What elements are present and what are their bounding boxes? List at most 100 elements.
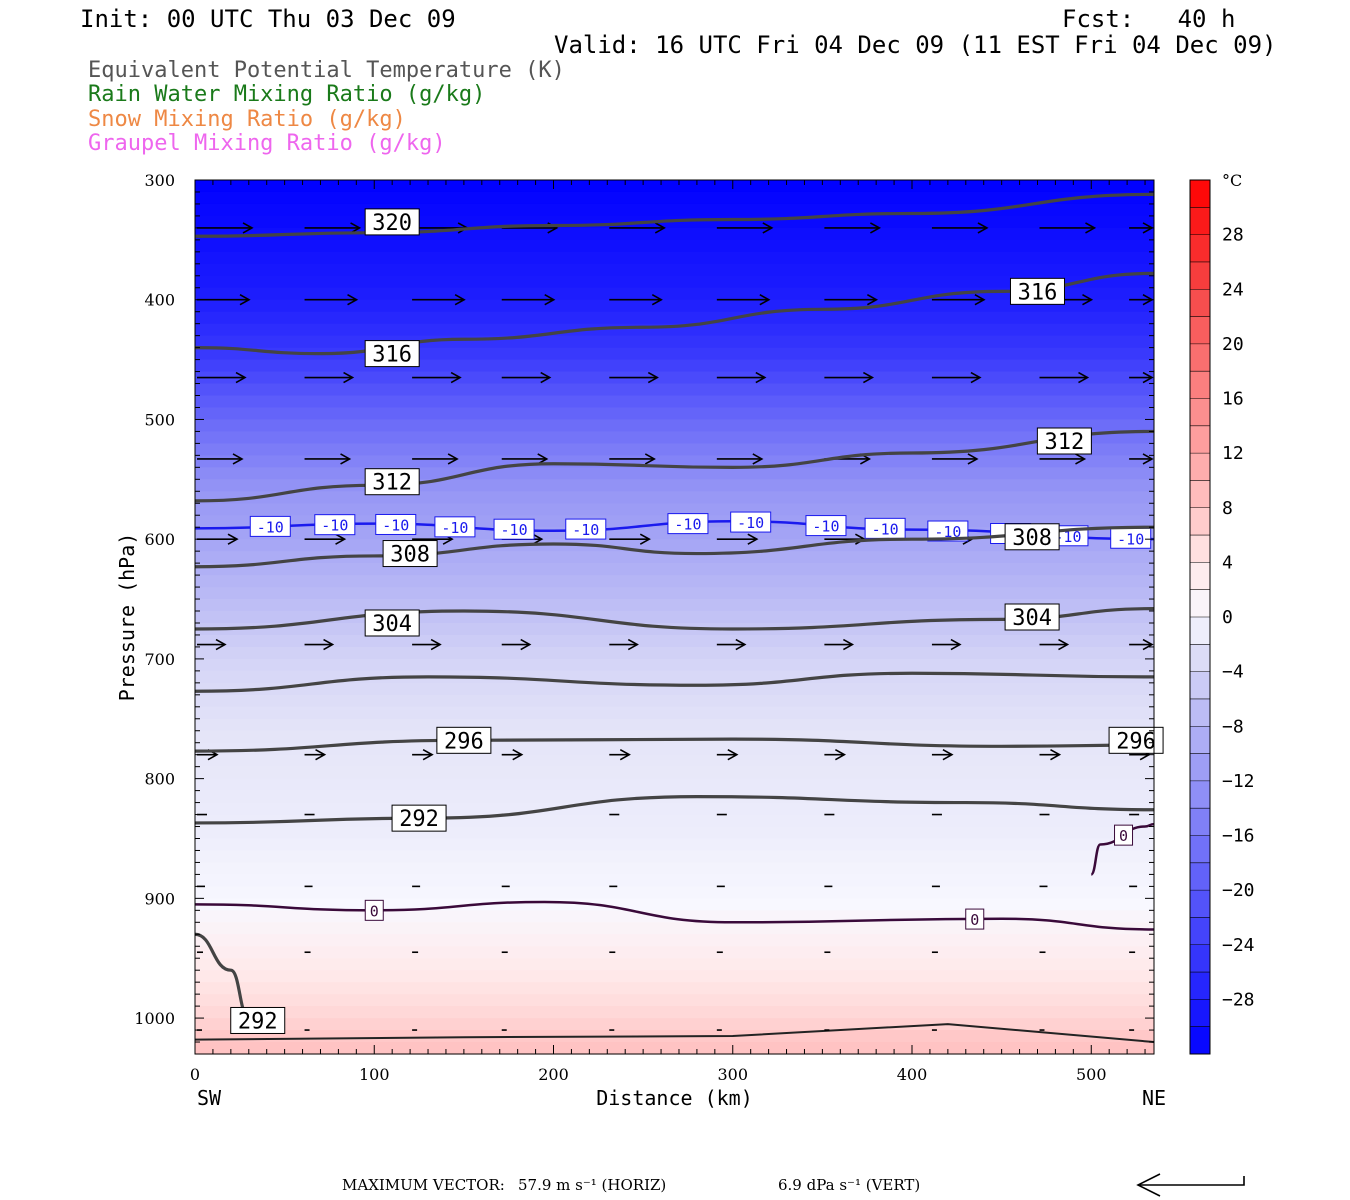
wind-arrow-head bbox=[242, 222, 254, 234]
colorbar-segment bbox=[1190, 617, 1210, 645]
temperature-band bbox=[195, 431, 1154, 444]
isotherm-label: -10 bbox=[812, 518, 839, 536]
wind-arrow-head bbox=[647, 371, 659, 384]
colorbar-unit: °C bbox=[1222, 171, 1242, 190]
wind-arrow-head bbox=[315, 748, 327, 761]
temperature-band bbox=[195, 622, 1154, 636]
temperature-band bbox=[195, 395, 1154, 409]
isotherm-label: 0 bbox=[1119, 827, 1128, 845]
temperature-band bbox=[195, 239, 1154, 253]
max-vector-label: MAXIMUM VECTOR: bbox=[342, 1176, 505, 1194]
legend-graupel: Graupel Mixing Ratio (g/kg) bbox=[88, 131, 446, 156]
theta-e-contour bbox=[194, 271, 1155, 356]
colorbar-tick-label: −12 bbox=[1222, 771, 1255, 792]
theta-e-label: 316 bbox=[372, 343, 412, 368]
temperature-band bbox=[195, 886, 1154, 899]
temperature-band bbox=[195, 407, 1154, 421]
temperature-band bbox=[195, 287, 1154, 301]
temperature-band bbox=[195, 263, 1154, 277]
init-time: Init: 00 UTC Thu 03 Dec 09 bbox=[80, 5, 456, 33]
colorbar-segment bbox=[1190, 371, 1210, 399]
colorbar-segment bbox=[1190, 698, 1210, 727]
theta-e-label: 320 bbox=[372, 211, 412, 236]
theta-e-contour bbox=[194, 192, 1155, 238]
y-tick-label: 900 bbox=[144, 889, 175, 908]
colorbar-segment bbox=[1190, 999, 1210, 1028]
colorbar-segment bbox=[1190, 808, 1210, 836]
temperature-band bbox=[195, 826, 1154, 840]
x-axis-label: Distance (km) bbox=[596, 1086, 753, 1110]
wind-arrow-head bbox=[654, 222, 666, 234]
colorbar-segment bbox=[1190, 207, 1210, 236]
wind-arrow-head bbox=[520, 638, 532, 651]
isotherm-label: -10 bbox=[441, 519, 468, 537]
colorbar-segment bbox=[1190, 234, 1210, 263]
wind-arrow-head bbox=[227, 533, 239, 545]
isotherm-label: -10 bbox=[872, 520, 899, 538]
theta-e-label: 296 bbox=[444, 729, 484, 754]
colorbar-segment bbox=[1190, 1026, 1210, 1055]
wind-arrow-head bbox=[619, 748, 631, 761]
wind-arrow-head bbox=[735, 638, 747, 651]
wind-arrow-head bbox=[537, 453, 549, 465]
isotherm-label-box bbox=[364, 899, 384, 921]
isotherm-label: -10 bbox=[321, 517, 348, 535]
wind-arrow-head bbox=[1142, 371, 1154, 384]
colorbar-segment bbox=[1190, 425, 1210, 454]
temperature-band bbox=[195, 587, 1154, 600]
wind-arrow-head bbox=[627, 638, 639, 651]
colorbar-tick-label: 24 bbox=[1222, 279, 1244, 300]
legend-rain: Rain Water Mixing Ratio (g/kg) bbox=[88, 82, 486, 107]
isotherm-label-box bbox=[314, 514, 356, 536]
valid-time: Valid: 16 UTC Fri 04 Dec 09 (11 EST Fri … bbox=[554, 31, 1277, 59]
y-tick-label: 600 bbox=[144, 530, 175, 549]
colorbar-segment bbox=[1190, 480, 1210, 509]
wind-arrow-head bbox=[335, 533, 347, 545]
theta-e-label-box bbox=[1009, 277, 1065, 305]
isotherm-label-box bbox=[375, 513, 417, 535]
x-tick-label: 500 bbox=[1076, 1065, 1107, 1084]
theta-e-contour bbox=[194, 429, 1155, 503]
temperature-band bbox=[195, 299, 1154, 313]
colorbar-segment bbox=[1190, 862, 1210, 891]
colorbar-segment bbox=[1190, 726, 1210, 755]
x-tick-label: 200 bbox=[538, 1065, 569, 1084]
x-end-label-right: NE bbox=[1142, 1086, 1166, 1110]
theta-e-label: 304 bbox=[1012, 606, 1052, 631]
wind-arrow-head bbox=[834, 748, 847, 761]
temperature-band bbox=[195, 467, 1154, 480]
temperature-band bbox=[195, 323, 1154, 337]
colorbar-segment bbox=[1190, 944, 1210, 973]
isotherm-label: -10 bbox=[737, 514, 764, 532]
legend-snow: Snow Mixing Ratio (g/kg) bbox=[88, 107, 406, 132]
y-tick-label: 800 bbox=[144, 770, 175, 789]
temperature-band bbox=[195, 371, 1154, 385]
colorbar-tick-label: 8 bbox=[1222, 498, 1233, 519]
y-tick-label: 700 bbox=[144, 650, 175, 669]
theta-e-label-box bbox=[1004, 523, 1060, 551]
wind-arrow-head bbox=[1058, 638, 1070, 651]
max-vector-arrow bbox=[1138, 1176, 1245, 1186]
y-tick-label: 300 bbox=[144, 171, 175, 190]
temperature-band bbox=[195, 922, 1154, 935]
surface-line bbox=[194, 1023, 1155, 1044]
colorbar-segment bbox=[1190, 289, 1210, 318]
isotherm-label: -10 bbox=[674, 516, 701, 534]
x-tick-label: 300 bbox=[717, 1065, 748, 1084]
isotherm-label-box bbox=[965, 908, 985, 930]
wind-arrow-head bbox=[235, 371, 247, 384]
colorbar-tick-label: −24 bbox=[1222, 935, 1255, 956]
temperature-band bbox=[195, 347, 1154, 361]
wind-arrow-head bbox=[1142, 638, 1154, 651]
legend-theta-e: Equivalent Potential Temperature (K) bbox=[88, 58, 565, 83]
colorbar-tick-label: 20 bbox=[1222, 334, 1244, 355]
colorbar-segment bbox=[1190, 507, 1210, 536]
wind-arrow-head bbox=[977, 222, 989, 234]
theta-e-contour bbox=[194, 737, 1155, 753]
isotherm-label: -10 bbox=[934, 523, 961, 541]
theta-e-label: 292 bbox=[399, 807, 439, 832]
colorbar-tick-label: 4 bbox=[1222, 552, 1233, 573]
colorbar-segment bbox=[1190, 398, 1210, 427]
wind-arrow-head bbox=[239, 294, 251, 306]
colorbar-tick-label: −28 bbox=[1222, 989, 1255, 1010]
